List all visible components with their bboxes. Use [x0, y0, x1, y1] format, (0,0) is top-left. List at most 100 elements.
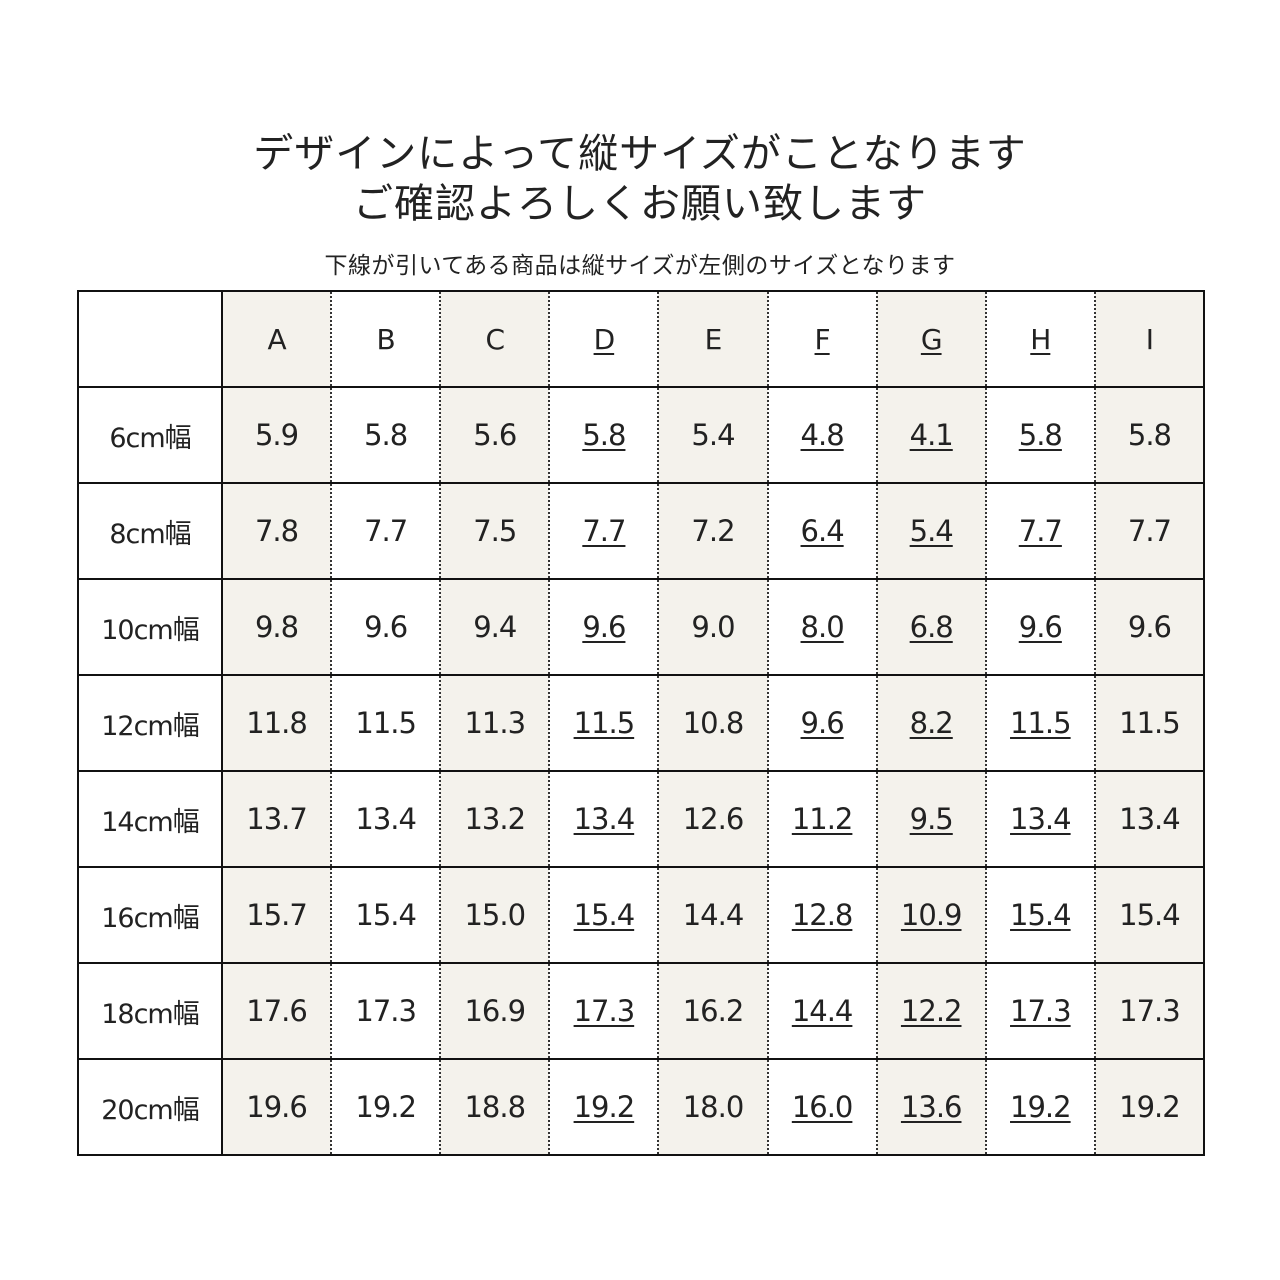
row-label-text: 14cm幅 — [101, 806, 200, 838]
size-cell: 7.7 — [984, 482, 1096, 580]
size-cell-text: 9.0 — [691, 610, 735, 644]
table-row: 10cm幅 9.8 9.6 9.4 9.6 9.0 8.0 6.8 9.6 9.6 — [77, 578, 1206, 676]
size-cell-text: 9.8 — [254, 610, 299, 644]
size-cell: 11.3 — [439, 674, 551, 772]
size-cell: 18.8 — [439, 1058, 551, 1156]
size-cell-text: 5.8 — [1127, 418, 1172, 452]
size-cell-text: 12.8 — [791, 898, 854, 932]
size-cell: 5.4 — [875, 482, 987, 580]
size-cell-text: 19.2 — [1119, 1090, 1181, 1124]
size-cell-text: 15.4 — [573, 898, 636, 932]
size-cell: 7.7 — [1093, 482, 1206, 580]
size-cell: 9.8 — [220, 578, 333, 676]
size-cell: 15.4 — [330, 866, 442, 964]
size-cell-text: 10.9 — [900, 898, 963, 932]
size-cell: 19.2 — [1093, 1058, 1206, 1156]
size-cell-text: 18.0 — [682, 1090, 745, 1124]
header-row: A B C D E F G H I — [77, 290, 1206, 388]
size-cell-text: 14.4 — [682, 898, 745, 932]
size-cell: 19.2 — [548, 1058, 660, 1156]
size-cell: 11.2 — [766, 770, 878, 868]
size-cell: 15.4 — [548, 866, 660, 964]
size-cell: 5.8 — [330, 386, 442, 484]
size-cell: 11.5 — [1093, 674, 1206, 772]
size-cell-text: 17.3 — [1010, 994, 1072, 1028]
size-cell: 16.0 — [766, 1058, 878, 1156]
row-label: 10cm幅 — [77, 578, 223, 676]
size-cell-text: 7.7 — [1018, 514, 1063, 548]
size-cell: 12.2 — [875, 962, 987, 1060]
size-cell: 15.7 — [220, 866, 333, 964]
size-cell: 7.5 — [439, 482, 551, 580]
size-cell-text: 11.3 — [464, 706, 526, 740]
size-cell-text: 7.2 — [691, 514, 735, 548]
size-cell: 9.6 — [548, 578, 660, 676]
size-cell-text: 5.8 — [364, 418, 408, 452]
column-header-text: G — [920, 322, 943, 356]
column-header-text: E — [704, 322, 723, 356]
size-cell-text: 12.2 — [900, 994, 963, 1028]
size-cell: 17.3 — [1093, 962, 1206, 1060]
size-cell: 5.8 — [1093, 386, 1206, 484]
size-cell: 16.9 — [439, 962, 551, 1060]
row-label-text: 16cm幅 — [101, 902, 200, 934]
column-header: A — [220, 290, 333, 388]
column-header: G — [875, 290, 987, 388]
size-cell: 9.6 — [330, 578, 442, 676]
row-label-text: 20cm幅 — [101, 1094, 200, 1126]
size-cell: 14.4 — [766, 962, 878, 1060]
table-row: 6cm幅 5.9 5.8 5.6 5.8 5.4 4.8 4.1 5.8 5.8 — [77, 386, 1206, 484]
table-row: 18cm幅 17.6 17.3 16.9 17.3 16.2 14.4 12.2 17.3 17.… — [77, 962, 1206, 1060]
size-cell-text: 17.3 — [1119, 994, 1181, 1028]
size-cell-text: 5.9 — [254, 418, 299, 452]
size-cell: 12.8 — [766, 866, 878, 964]
size-cell: 13.4 — [330, 770, 442, 868]
table-row: 14cm幅 13.7 13.4 13.2 13.4 12.6 11.2 9.5 13.4 13.4 — [77, 770, 1206, 868]
row-label-text: 8cm幅 — [109, 518, 191, 550]
size-cell-text: 15.7 — [246, 898, 308, 932]
size-cell: 11.5 — [330, 674, 442, 772]
size-cell: 9.6 — [1093, 578, 1206, 676]
size-cell: 13.7 — [220, 770, 333, 868]
size-cell-text: 7.5 — [473, 514, 517, 548]
column-header: F — [766, 290, 878, 388]
size-cell: 9.6 — [766, 674, 878, 772]
size-cell: 19.2 — [984, 1058, 1096, 1156]
column-header: E — [657, 290, 769, 388]
size-cell: 17.6 — [220, 962, 333, 1060]
size-cell-text: 11.5 — [573, 706, 636, 740]
size-cell: 4.8 — [766, 386, 878, 484]
size-cell: 9.5 — [875, 770, 987, 868]
size-cell: 7.7 — [330, 482, 442, 580]
size-cell-text: 13.2 — [464, 802, 526, 836]
size-cell: 19.6 — [220, 1058, 333, 1156]
row-label-text: 6cm幅 — [109, 422, 191, 454]
size-cell-text: 9.6 — [364, 610, 408, 644]
size-cell: 14.4 — [657, 866, 769, 964]
size-cell: 9.0 — [657, 578, 769, 676]
size-cell: 8.2 — [875, 674, 987, 772]
size-cell-text: 7.7 — [364, 514, 408, 548]
size-cell: 13.4 — [1093, 770, 1206, 868]
size-cell-text: 9.6 — [1018, 610, 1063, 644]
row-label: 12cm幅 — [77, 674, 223, 772]
size-cell-text: 6.4 — [800, 514, 845, 548]
table-row: 8cm幅 7.8 7.7 7.5 7.7 7.2 6.4 5.4 7.7 7.7 — [77, 482, 1206, 580]
underline-note: 下線が引いてある商品は縦サイズが左側のサイズとなります — [324, 253, 956, 279]
title-line-1: デザインによって縦サイズがことなります — [253, 131, 1027, 177]
size-cell: 12.6 — [657, 770, 769, 868]
size-cell: 13.4 — [984, 770, 1096, 868]
row-label: 8cm幅 — [77, 482, 223, 580]
row-label-text: 12cm幅 — [101, 710, 200, 742]
column-header-text: D — [593, 322, 616, 356]
column-header: I — [1093, 290, 1206, 388]
size-cell-text: 17.3 — [573, 994, 636, 1028]
size-cell: 17.3 — [330, 962, 442, 1060]
size-cell-text: 15.4 — [355, 898, 417, 932]
size-cell-text: 8.0 — [800, 610, 845, 644]
size-cell: 16.2 — [657, 962, 769, 1060]
size-cell-text: 15.0 — [464, 898, 526, 932]
size-cell-text: 9.6 — [800, 706, 845, 740]
column-header-text: I — [1145, 322, 1154, 356]
row-label: 14cm幅 — [77, 770, 223, 868]
